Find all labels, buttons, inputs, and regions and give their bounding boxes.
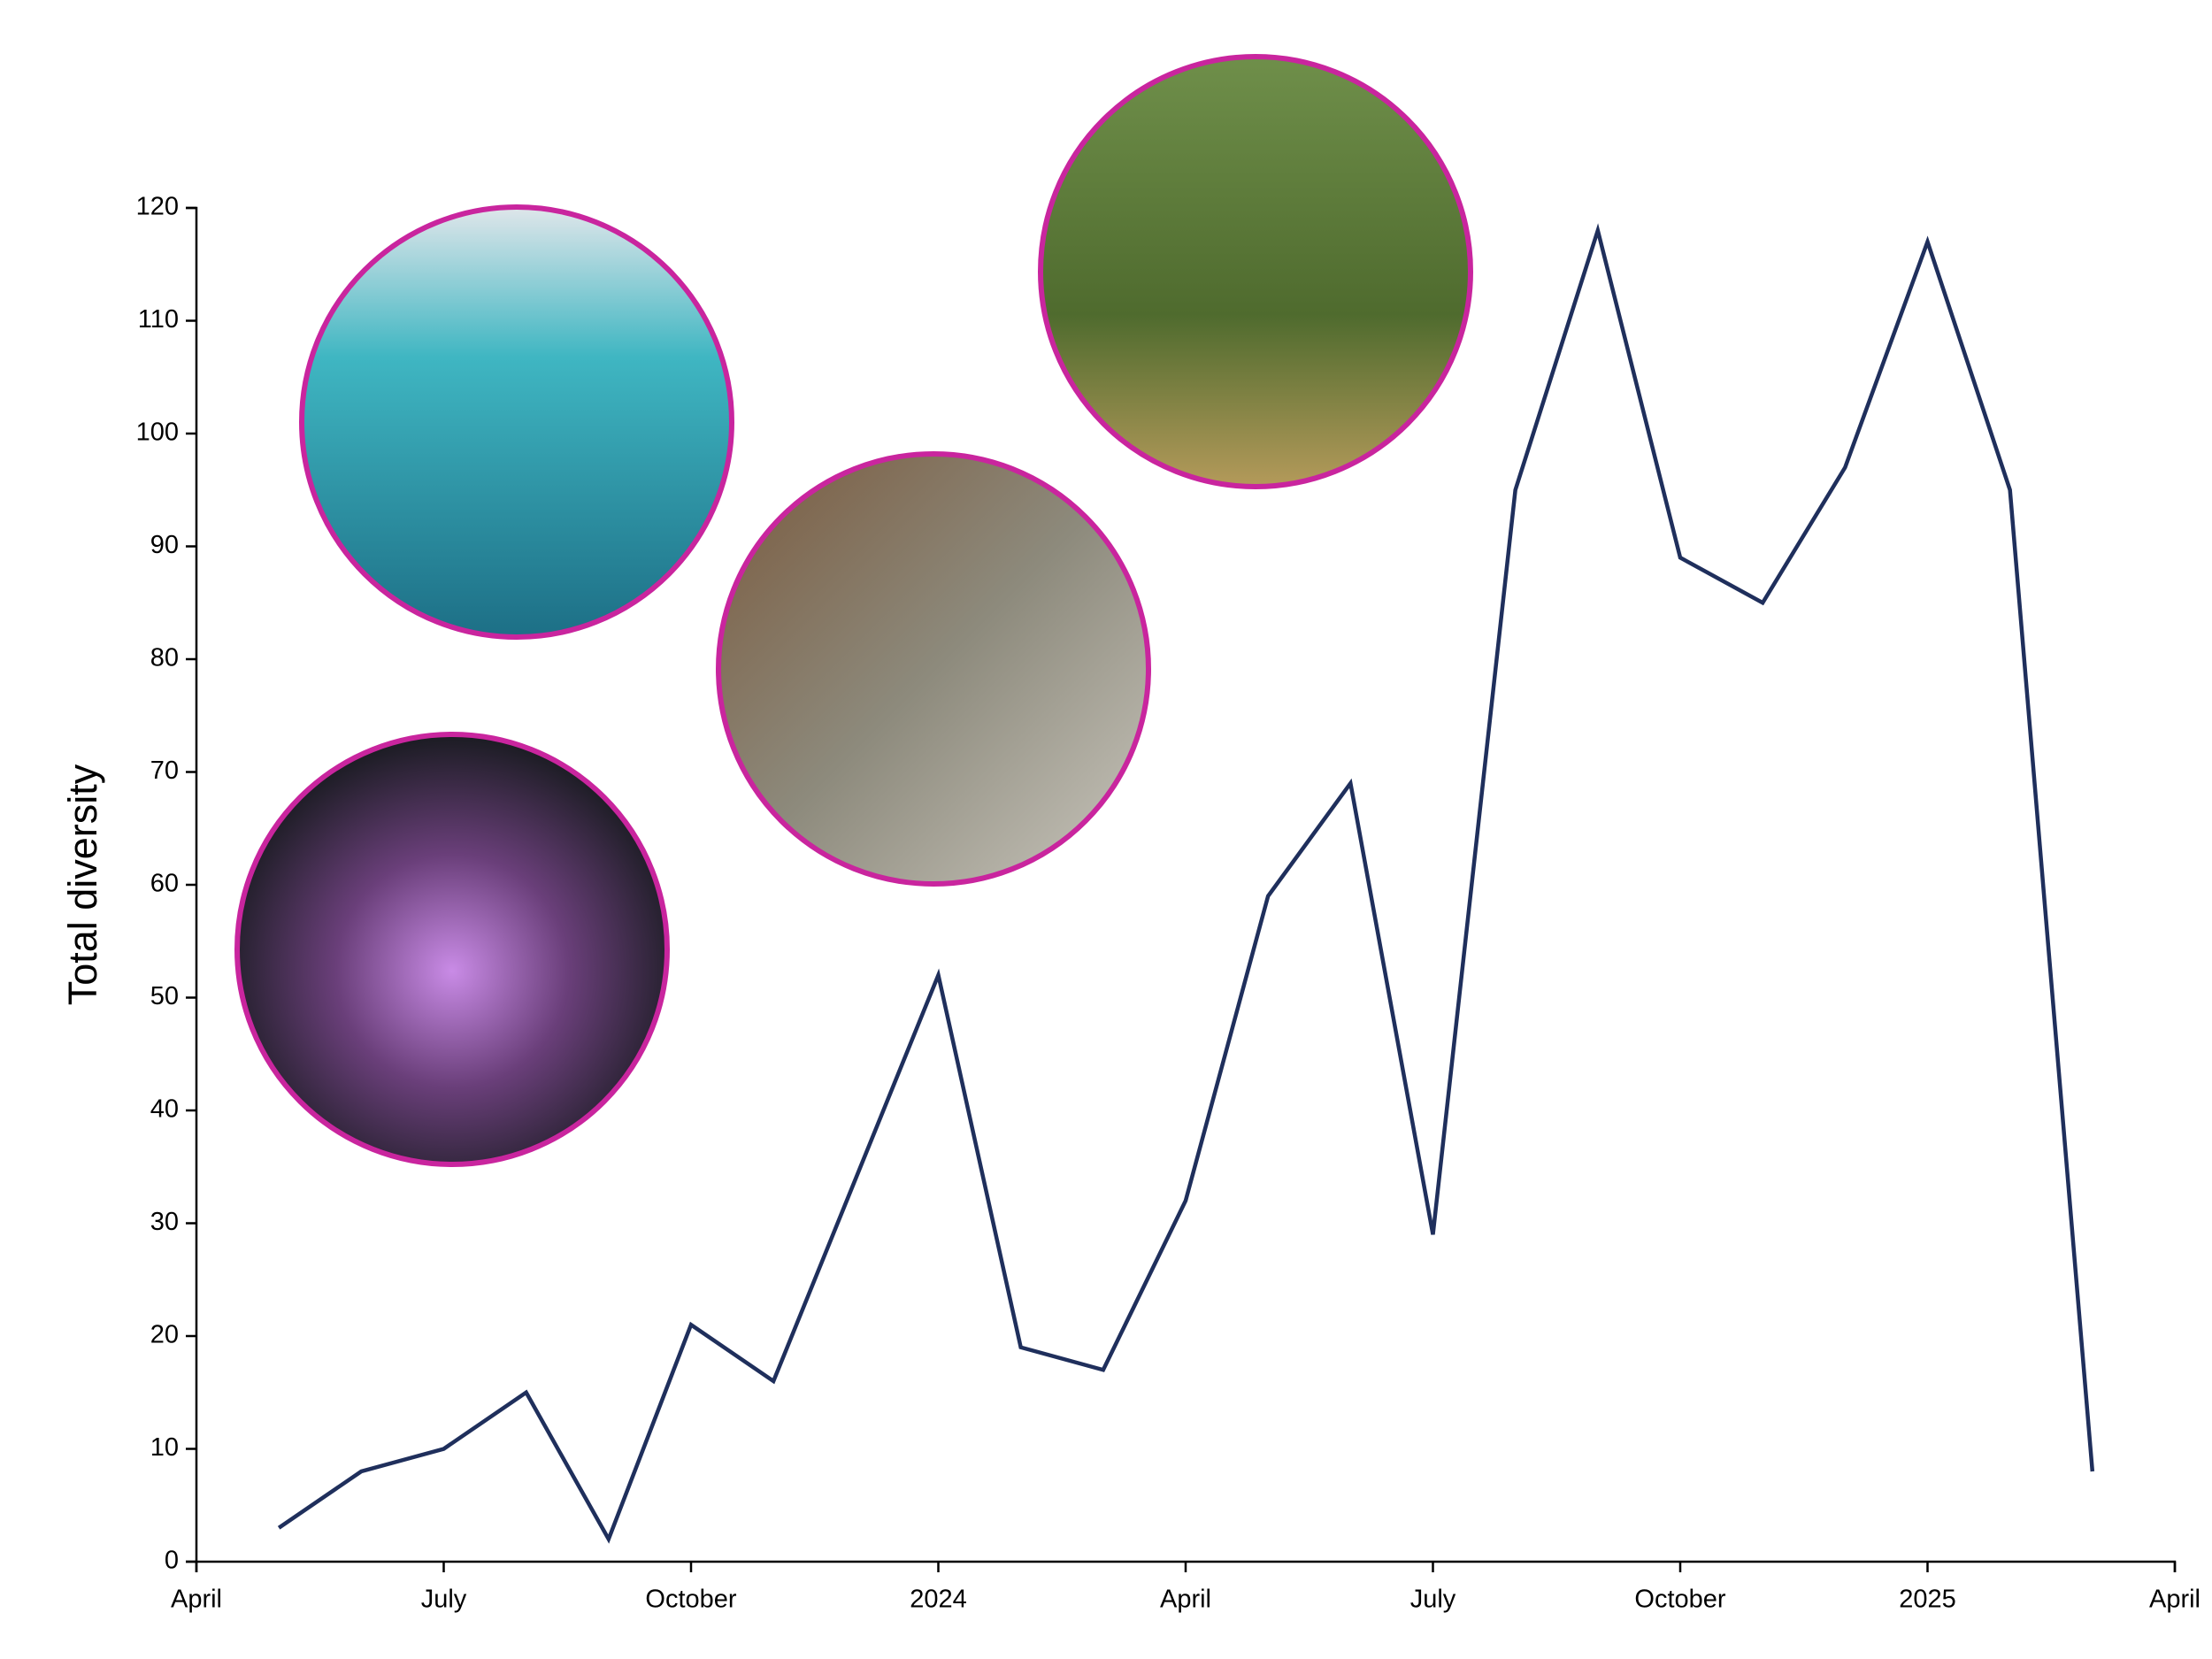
- photo-nudibranch: [234, 732, 670, 1167]
- y-tick-label: 80: [150, 644, 179, 672]
- photo-moose: [1038, 54, 1473, 489]
- x-tick-label: July: [1410, 1586, 1456, 1614]
- y-tick-label: 70: [150, 757, 179, 785]
- x-tick-label: October: [1634, 1586, 1725, 1614]
- photo-sewage: [716, 451, 1151, 887]
- y-tick-label: 20: [150, 1321, 179, 1349]
- x-tick-label: 2025: [1899, 1586, 1956, 1614]
- x-tick-label: April: [1160, 1586, 1211, 1614]
- x-tick-label: October: [645, 1586, 736, 1614]
- y-tick-label: 90: [150, 531, 179, 559]
- x-tick-label: April: [171, 1586, 222, 1614]
- y-tick-label: 100: [136, 419, 179, 447]
- x-tick-label: 2024: [910, 1586, 967, 1614]
- y-tick-label: 30: [150, 1208, 179, 1236]
- y-tick-label: 120: [136, 193, 179, 221]
- axes: 0 10 20 30 40 50 60 70 80 90 100 110 120 April July Oct…: [136, 193, 2200, 1614]
- y-tick-label: 10: [150, 1433, 179, 1462]
- data-line: [277, 223, 2095, 1544]
- x-tick-label: April: [2149, 1586, 2200, 1614]
- y-tick-label: 40: [150, 1095, 179, 1124]
- photo-surfer: [299, 204, 734, 640]
- y-axis-label: Total diversity: [60, 764, 105, 1005]
- y-tick-label: 0: [165, 1547, 179, 1575]
- y-tick-label: 110: [138, 305, 179, 334]
- y-tick-label: 60: [150, 870, 179, 898]
- x-tick-label: July: [421, 1586, 467, 1614]
- photos: [234, 54, 1473, 1167]
- y-tick-label: 50: [150, 982, 179, 1010]
